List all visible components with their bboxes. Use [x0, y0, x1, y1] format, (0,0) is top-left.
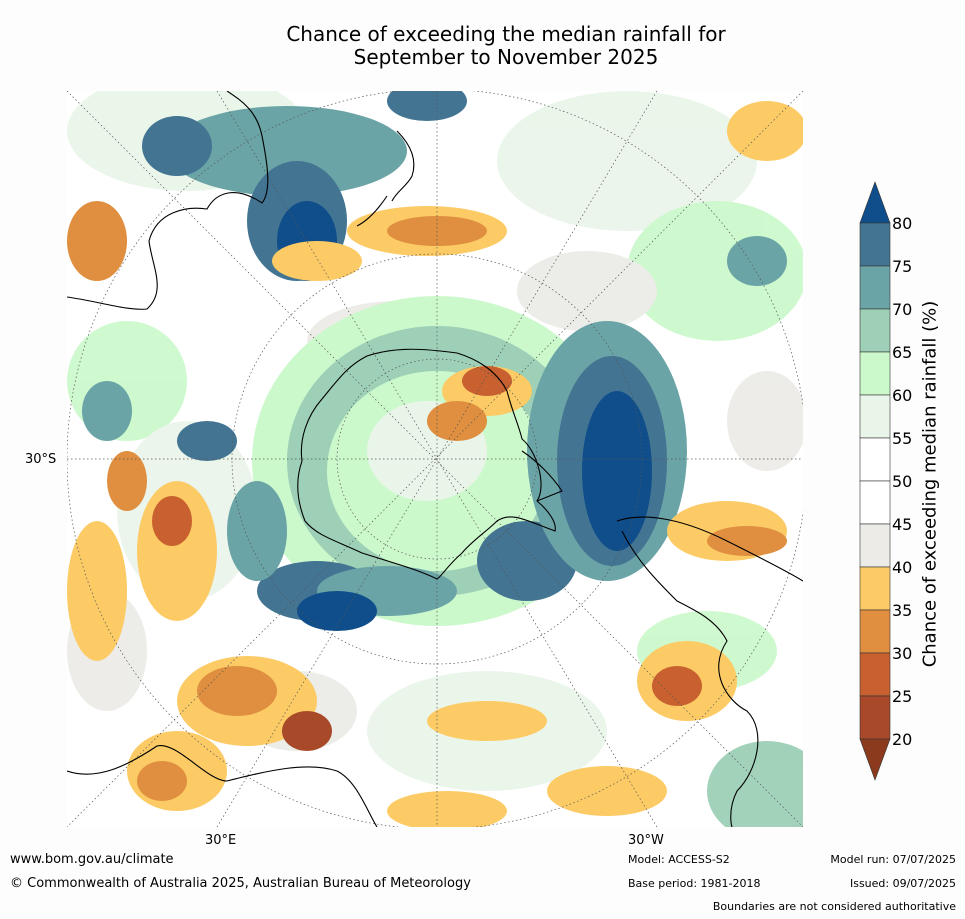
new-zealand-north [391, 130, 415, 202]
coastlines [67, 91, 803, 827]
footer-issued-date: Issued: 09/07/2025 [849, 877, 956, 890]
australia-outline [67, 91, 269, 310]
colorbar-tick-30: 30 [892, 644, 913, 663]
southern-africa-outline [67, 745, 378, 827]
colorbar-band-60-65 [859, 351, 891, 396]
footer-model: Model: ACCESS-S2 [628, 853, 730, 866]
south-america-outline [616, 516, 803, 582]
colorbar-tick-45: 45 [892, 515, 913, 534]
colorbar-band-35-40 [859, 566, 891, 611]
map-title-line-2: September to November 2025 [353, 45, 659, 69]
longitude-label-30w: 30°W [628, 833, 664, 848]
colorbar-band-20-25 [859, 695, 891, 740]
new-zealand-south [356, 195, 388, 227]
colorbar-band-75-80 [859, 222, 891, 267]
map-title-line-1: Chance of exceeding the median rainfall … [286, 22, 726, 46]
colorbar-label: Chance of exceeding median rainfall (%) [919, 300, 941, 668]
colorbar-tick-75: 75 [892, 257, 913, 276]
footer-disclaimer: Boundaries are not considered authoritat… [712, 900, 956, 913]
colorbar-band-25-30 [859, 652, 891, 697]
south-america-coast [621, 530, 759, 827]
colorbar-tick-50: 50 [892, 472, 913, 491]
colorbar-tick-80: 80 [892, 214, 913, 233]
footer-model-run: Model run: 07/07/2025 [830, 853, 956, 866]
colorbar-cap-max [859, 181, 891, 224]
colorbar-tick-35: 35 [892, 601, 913, 620]
colorbar-band-40-45 [859, 523, 891, 568]
colorbar-band-30-35 [859, 609, 891, 654]
colorbar-band-65-70 [859, 308, 891, 353]
footer-copyright: © Commonwealth of Australia 2025, Austra… [10, 876, 471, 891]
colorbar-tick-20: 20 [892, 730, 913, 749]
dry-anomalies [67, 101, 803, 827]
rainfall-probability-map [67, 91, 803, 827]
footer-base-period: Base period: 1981-2018 [628, 877, 761, 890]
colorbar-tick-60: 60 [892, 386, 913, 405]
antarctica-outline [297, 348, 556, 580]
longitude-label-30e: 30°E [205, 833, 237, 848]
footer-website-url[interactable]: www.bom.gov.au/climate [10, 852, 174, 867]
south-atlantic-wet-anomaly [527, 321, 687, 581]
colorbar-tick-25: 25 [892, 687, 913, 706]
colorbar-tick-55: 55 [892, 429, 913, 448]
colorbar-tick-70: 70 [892, 300, 913, 319]
latitude-label-30s: 30°S [25, 452, 57, 467]
colorbar-band-55-60 [859, 394, 891, 439]
colorbar-tick-65: 65 [892, 343, 913, 362]
antarctic-peninsula [521, 450, 563, 502]
colorbar-cap-min [859, 738, 891, 781]
colorbar-band-70-75 [859, 265, 891, 310]
graticule [67, 91, 803, 827]
colorbar-band-45-50 [859, 480, 891, 525]
colorbar-band-50-55 [859, 437, 891, 482]
colorbar-bands [859, 181, 891, 781]
colorbar-tick-40: 40 [892, 558, 913, 577]
colorbar [859, 181, 891, 781]
